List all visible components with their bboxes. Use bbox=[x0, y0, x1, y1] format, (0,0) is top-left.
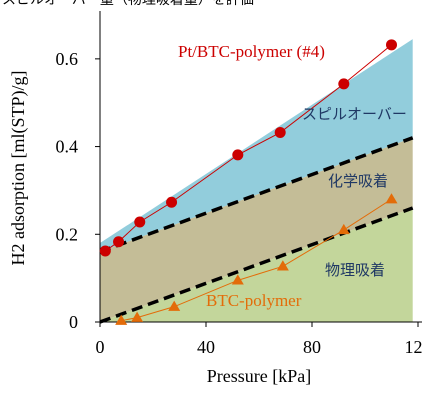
x-tick-label: 40 bbox=[197, 337, 215, 357]
x-tick-label: 80 bbox=[303, 337, 321, 357]
series-point-0 bbox=[275, 127, 286, 138]
region-label-physisorption: 物理吸着 bbox=[325, 261, 385, 279]
region-label-spillover: スピルオーバー bbox=[302, 105, 407, 123]
series-point-0 bbox=[166, 197, 177, 208]
series-point-0 bbox=[100, 245, 111, 256]
x-tick-label: 0 bbox=[96, 337, 105, 357]
series-label-btc: BTC-polymer bbox=[206, 291, 302, 310]
y-tick-label: 0.6 bbox=[56, 49, 79, 69]
y-tick-label: 0.2 bbox=[56, 224, 79, 244]
x-tick-label: 120 bbox=[405, 337, 423, 357]
series-point-0 bbox=[232, 149, 243, 160]
top-caption: スピルオーバー量（物理吸着量）を評価 bbox=[2, 0, 254, 8]
y-tick-label: 0 bbox=[69, 312, 78, 332]
series-point-0 bbox=[113, 236, 124, 247]
y-axis-title: H2 adsorption [ml(STP)/g] bbox=[8, 71, 29, 266]
y-tick-label: 0.4 bbox=[56, 137, 79, 157]
series-point-0 bbox=[134, 217, 145, 228]
series-point-0 bbox=[386, 39, 397, 50]
x-axis-title: Pressure [kPa] bbox=[207, 366, 311, 386]
region-label-chemisorption: 化学吸着 bbox=[328, 172, 388, 190]
series-label-pt: Pt/BTC-polymer (#4) bbox=[178, 42, 325, 61]
series-point-0 bbox=[338, 78, 349, 89]
